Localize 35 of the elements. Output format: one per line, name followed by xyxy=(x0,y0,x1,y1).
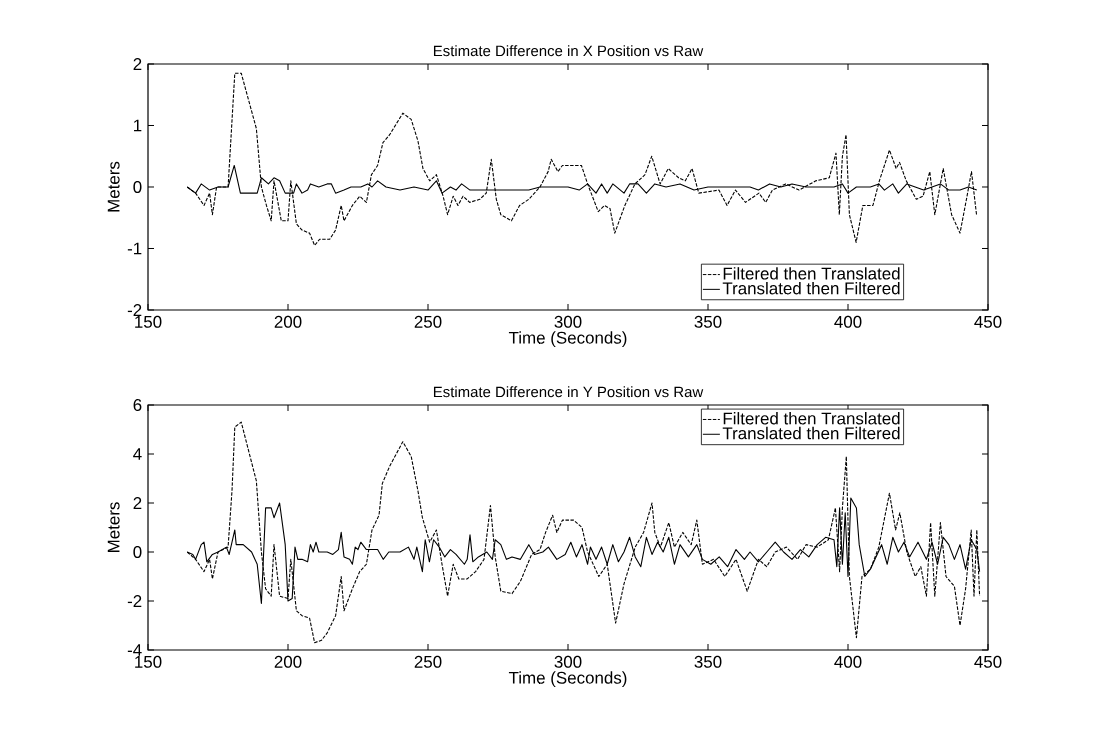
x-tick-label: 200 xyxy=(274,655,302,668)
chart-title: Estimate Difference in Y Position vs Raw xyxy=(433,386,704,398)
legend-label: Translated then Filtered xyxy=(722,281,900,295)
x-tick-label: 350 xyxy=(694,655,722,668)
x-tick-label: 400 xyxy=(834,315,862,328)
x-tick-label: 150 xyxy=(135,315,162,328)
y-axis-title: Meters xyxy=(107,161,120,212)
x-axis-title: Time (Seconds) xyxy=(508,331,627,348)
x-axis-title: Time (Seconds) xyxy=(508,671,627,688)
x-tick-label: 450 xyxy=(974,315,1002,328)
y-tick-label: 2 xyxy=(133,497,142,509)
x-tick-label: 300 xyxy=(554,315,582,328)
y-tick-label: 1 xyxy=(134,119,142,132)
y-axis-title: Meters xyxy=(107,502,120,552)
y-tick-label: -2 xyxy=(127,595,142,607)
x-tick-label: 250 xyxy=(414,315,442,328)
x-tick-label: 150 xyxy=(135,655,162,668)
x-tick-label: 450 xyxy=(974,655,1002,668)
y-tick-label: 0 xyxy=(133,546,142,558)
y-tick-label: 6 xyxy=(133,399,142,412)
legend-label: Filtered then Translated xyxy=(723,412,900,425)
y-tick-label: -2 xyxy=(127,304,142,316)
y-tick-label: 0 xyxy=(133,181,142,193)
y-tick-label: -4 xyxy=(127,644,142,656)
x-tick-label: 400 xyxy=(834,655,862,668)
y-tick-label: 4 xyxy=(133,448,142,460)
x-tick-label: 200 xyxy=(274,315,302,328)
x-tick-label: 350 xyxy=(694,315,722,328)
x-tick-label: 300 xyxy=(554,655,582,668)
chart-title: Estimate Difference in X Position vs Raw xyxy=(433,45,704,57)
y-tick-label: -1 xyxy=(127,242,142,255)
legend-label: Filtered then Translated xyxy=(723,267,900,280)
y-tick-label: 2 xyxy=(133,58,142,70)
legend-label: Translated then Filtered xyxy=(722,426,900,440)
x-tick-label: 250 xyxy=(414,655,442,668)
